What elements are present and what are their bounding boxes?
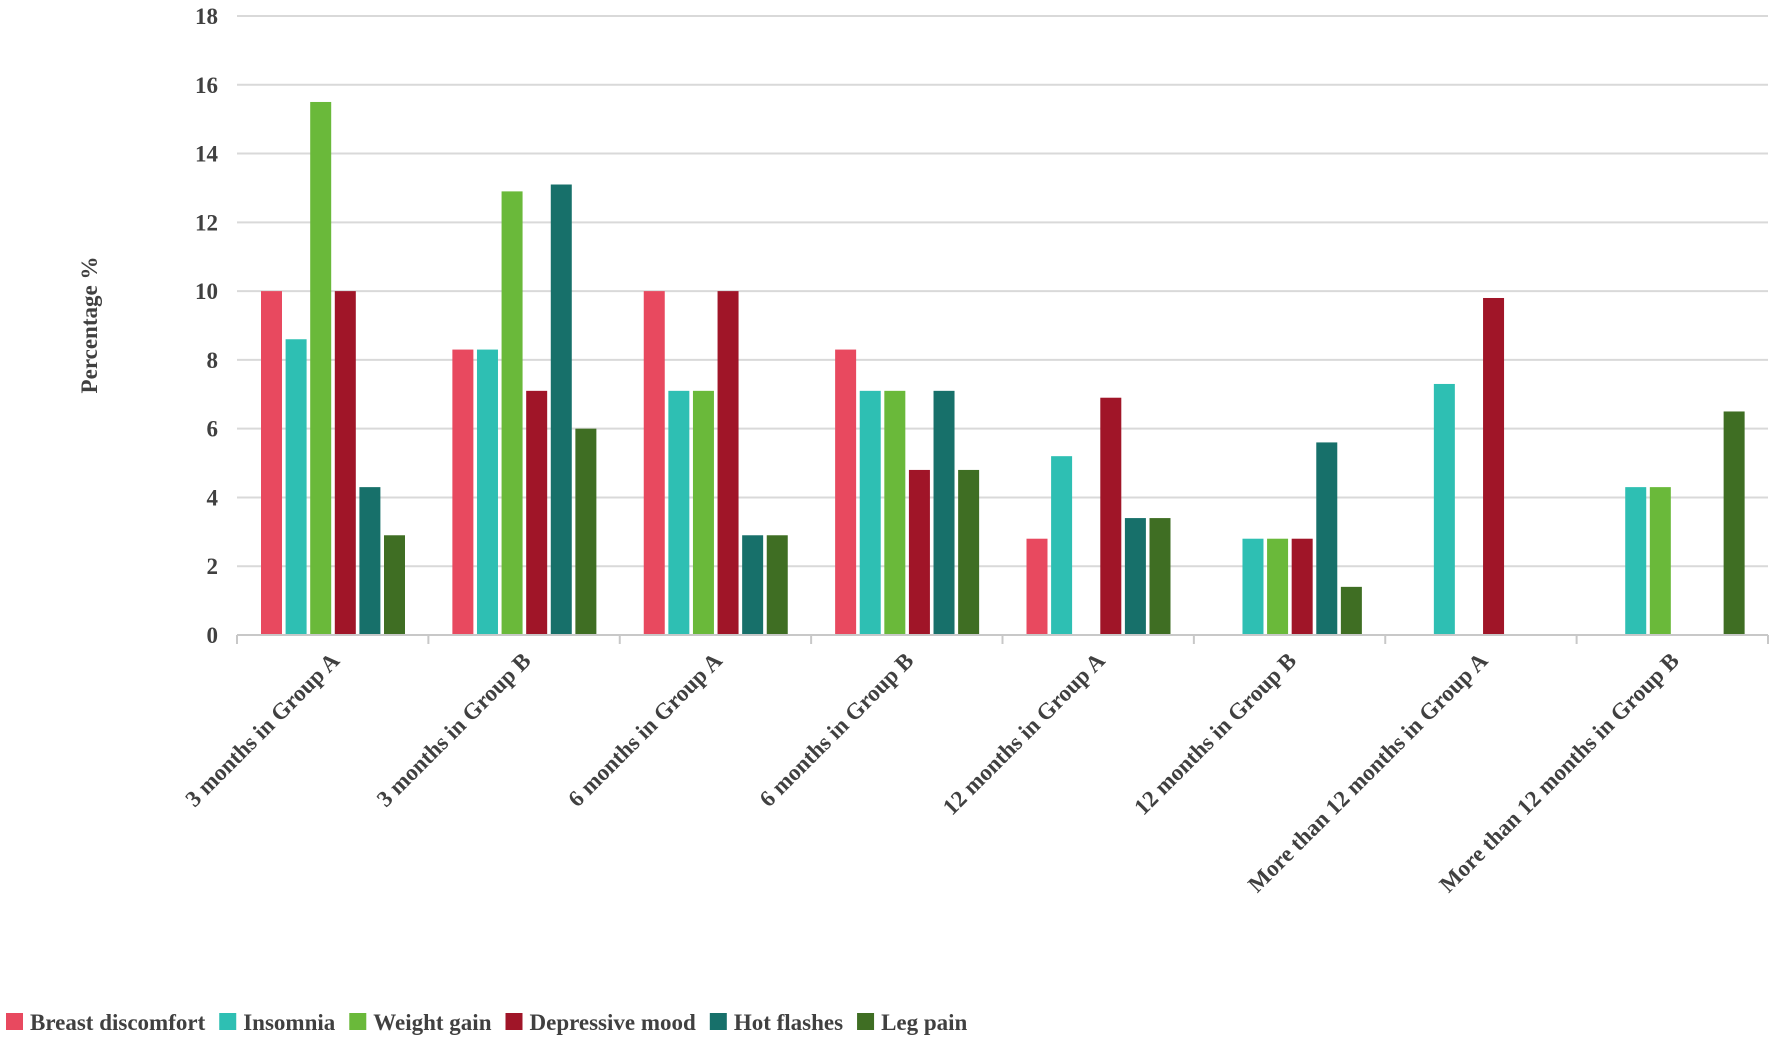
legend-label: Breast discomfort xyxy=(30,1010,206,1035)
bar-insomnia xyxy=(859,390,881,635)
y-axis-label: Percentage % xyxy=(77,257,102,394)
bar-depressive-mood xyxy=(717,291,739,635)
legend-swatch xyxy=(6,1013,23,1030)
legend-swatch xyxy=(219,1013,237,1030)
bar-insomnia xyxy=(1433,383,1455,635)
y-tick-label: 16 xyxy=(195,73,218,98)
bar-hot-flashes xyxy=(359,487,381,635)
bar-weight-gain xyxy=(1267,538,1289,635)
legend-item: Leg pain xyxy=(857,1010,968,1035)
y-tick-label: 0 xyxy=(207,623,219,648)
category-label: 12 months in Group B xyxy=(1129,648,1301,820)
bar-leg-pain xyxy=(1340,586,1362,635)
x-axis xyxy=(236,634,1769,644)
bar-leg-pain xyxy=(958,469,980,635)
bar-breast-discomfort xyxy=(452,349,474,635)
legend-swatch xyxy=(349,1013,367,1030)
bar-hot-flashes xyxy=(550,184,572,635)
legend-label: Depressive mood xyxy=(530,1010,697,1035)
bar-weight-gain xyxy=(692,390,714,635)
bar-leg-pain xyxy=(575,428,597,635)
category-label: 3 months in Group B xyxy=(372,648,536,812)
bar-insomnia xyxy=(476,349,498,635)
bar-depressive-mood xyxy=(1291,538,1313,635)
bar-depressive-mood xyxy=(526,390,548,635)
bar-depressive-mood xyxy=(908,469,930,635)
legend-item: Depressive mood xyxy=(505,1010,697,1035)
legend-item: Insomnia xyxy=(219,1010,336,1035)
bar-insomnia xyxy=(1051,456,1073,635)
legend-item: Weight gain xyxy=(349,1010,492,1035)
bar-depressive-mood xyxy=(334,291,356,635)
y-tick-label: 18 xyxy=(195,4,218,29)
bar-weight-gain xyxy=(884,390,906,635)
bar-depressive-mood xyxy=(1100,397,1122,635)
bar-breast-discomfort xyxy=(835,349,857,635)
legend-swatch xyxy=(857,1013,875,1030)
bar-insomnia xyxy=(285,339,307,635)
legend-swatch xyxy=(505,1013,523,1030)
y-tick-label: 8 xyxy=(207,348,219,373)
legend-item: Breast discomfort xyxy=(6,1010,206,1035)
legend-label: Hot flashes xyxy=(734,1010,843,1035)
bar-insomnia xyxy=(1242,538,1264,635)
bar-insomnia xyxy=(1625,487,1647,635)
bar-leg-pain xyxy=(1149,518,1171,635)
y-tick-label: 10 xyxy=(195,279,218,304)
bar-leg-pain xyxy=(384,535,405,635)
y-tick-label: 2 xyxy=(207,554,219,579)
y-axis-ticks: 0 2 4 6 8 10 12 14 16 18 xyxy=(195,4,219,648)
y-tick-label: 4 xyxy=(207,485,219,510)
bars xyxy=(261,101,1745,635)
legend-swatch xyxy=(709,1013,727,1030)
bar-depressive-mood xyxy=(1483,297,1505,635)
y-tick-label: 14 xyxy=(195,142,219,167)
bar-leg-pain xyxy=(1723,411,1745,635)
legend-label: Weight gain xyxy=(373,1010,491,1035)
bar-insomnia xyxy=(668,390,690,635)
bar-breast-discomfort xyxy=(1026,538,1048,635)
bar-hot-flashes xyxy=(933,390,955,635)
bar-breast-discomfort xyxy=(261,291,282,635)
category-label: 3 months in Group A xyxy=(180,648,344,812)
y-tick-label: 6 xyxy=(207,417,219,442)
bar-hot-flashes xyxy=(742,535,764,635)
bar-breast-discomfort xyxy=(643,291,665,635)
legend-item: Hot flashes xyxy=(709,1010,843,1035)
legend-label: Leg pain xyxy=(881,1010,967,1035)
bar-hot-flashes xyxy=(1124,518,1146,635)
category-label: 12 months in Group A xyxy=(938,648,1110,820)
y-tick-label: 12 xyxy=(195,210,218,235)
bar-weight-gain xyxy=(1649,487,1671,635)
legend: Breast discomfort Insomnia Weight gain Depr… xyxy=(6,1010,968,1035)
bar-hot-flashes xyxy=(1316,442,1338,635)
bar-weight-gain xyxy=(310,101,332,635)
bar-leg-pain xyxy=(766,535,788,635)
bar-weight-gain xyxy=(501,191,523,635)
category-label: 6 months in Group B xyxy=(755,648,919,812)
legend-label: Insomnia xyxy=(243,1010,336,1035)
category-label: 6 months in Group A xyxy=(563,648,727,812)
